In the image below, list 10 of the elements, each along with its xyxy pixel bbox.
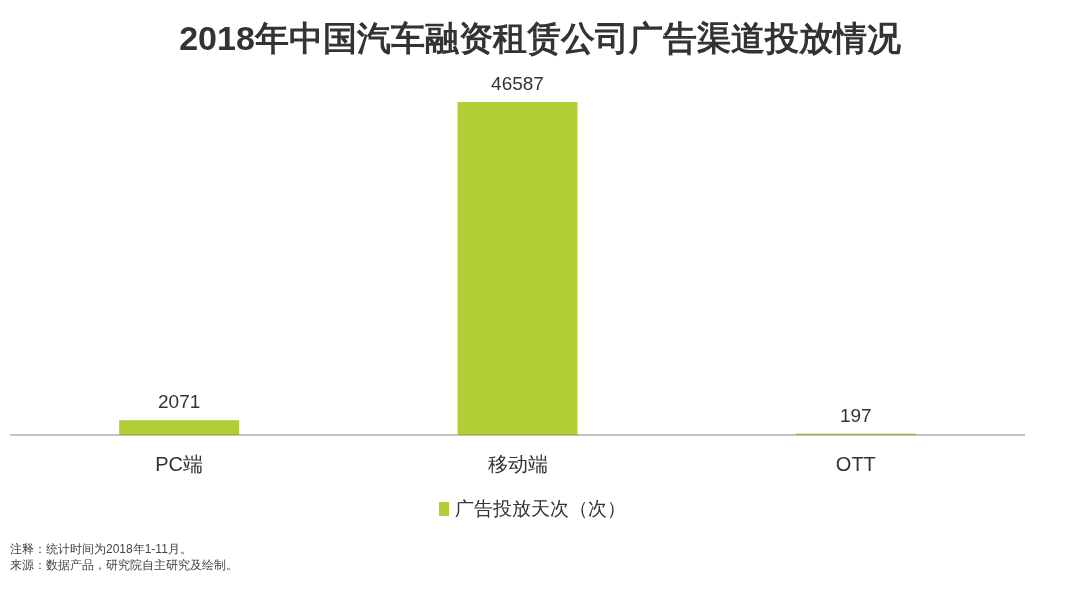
data-label: 197 xyxy=(839,404,872,426)
x-tick-label: 移动端 xyxy=(487,453,548,475)
source-note: 来源：数据产品，研究院自主研究及绘制。 xyxy=(10,558,238,572)
chart-title: 2018年中国汽车融资租赁公司广告渠道投放情况 xyxy=(179,19,902,57)
legend-label: 广告投放天次（次） xyxy=(455,498,626,519)
text: 注释：统计时间为2018年1-11月。 xyxy=(10,542,192,556)
x-tick-label: PC端 xyxy=(155,453,204,475)
data-label: 46587 xyxy=(491,73,544,94)
x-tick-label: OTT xyxy=(835,453,876,475)
data-label: 2071 xyxy=(158,391,201,413)
